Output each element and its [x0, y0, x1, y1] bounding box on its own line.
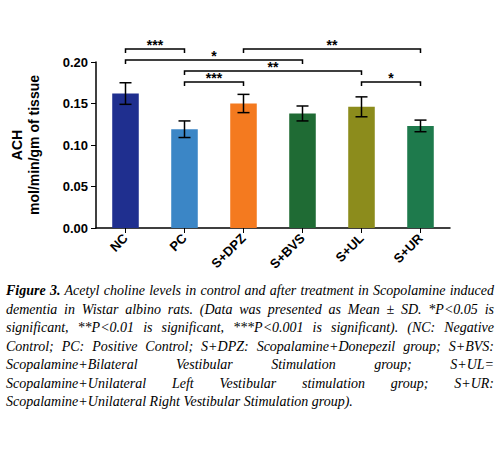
svg-text:NC: NC — [107, 230, 131, 254]
svg-text:**: ** — [327, 37, 338, 53]
svg-text:ACH: ACH — [9, 130, 25, 160]
svg-text:*: * — [211, 48, 217, 64]
svg-text:S+BVS: S+BVS — [267, 230, 308, 271]
svg-text:S+UL: S+UL — [332, 231, 366, 265]
svg-text:S+DPZ: S+DPZ — [208, 231, 249, 272]
svg-text:***: *** — [147, 37, 164, 53]
svg-text:0.10: 0.10 — [63, 138, 88, 153]
svg-text:*: * — [388, 70, 394, 86]
svg-text:0.20: 0.20 — [63, 55, 88, 70]
svg-text:S+UR: S+UR — [390, 230, 426, 266]
svg-text:0.15: 0.15 — [63, 96, 88, 111]
svg-text:***: *** — [206, 70, 223, 86]
svg-text:0.00: 0.00 — [63, 221, 88, 236]
svg-text:PC: PC — [166, 230, 190, 254]
svg-text:0.05: 0.05 — [63, 179, 88, 194]
svg-text:**: ** — [268, 59, 279, 75]
svg-text:mol/min/gm of tissue: mol/min/gm of tissue — [26, 75, 42, 215]
html-text:Figure 3. Acetyl choline level: Figure 3. Acetyl choline levels in contr… — [6, 283, 494, 409]
